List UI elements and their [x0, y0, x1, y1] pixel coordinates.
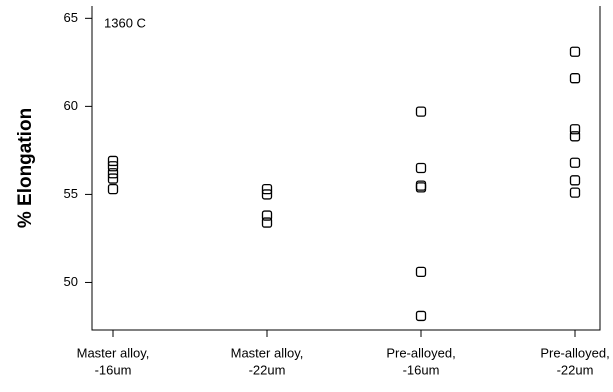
point: [569, 157, 581, 168]
point: [569, 124, 581, 135]
point: [415, 162, 427, 174]
x-tick-label: -16um: [95, 362, 132, 377]
y-tick-label: 55: [64, 186, 78, 201]
annotation: 1360 C: [104, 15, 146, 30]
point: [569, 175, 581, 186]
point: [107, 161, 119, 172]
point: [107, 173, 119, 184]
point: [415, 182, 427, 193]
x-tick-label: Master alloy,: [231, 345, 304, 360]
x-tick-label: Pre-alloyed,: [540, 345, 609, 360]
point: [261, 183, 273, 195]
point: [107, 168, 119, 179]
point: [415, 266, 427, 278]
x-tick-label: -22um: [557, 362, 594, 377]
point: [107, 183, 119, 195]
point: [569, 46, 581, 57]
point: [569, 131, 581, 142]
point: [415, 106, 427, 117]
point: [569, 73, 581, 84]
point: [569, 187, 581, 198]
point: [415, 310, 427, 322]
y-tick-label: 65: [64, 10, 78, 25]
y-axis-label: % Elongation: [15, 108, 36, 228]
point: [107, 155, 119, 167]
point: [261, 210, 273, 221]
x-tick-label: Master alloy,: [77, 345, 150, 360]
x-tick-label: Pre-alloyed,: [386, 345, 455, 360]
point: [261, 189, 273, 200]
x-tick-label: -22um: [249, 362, 286, 377]
point: [261, 217, 273, 228]
y-tick-label: 60: [64, 98, 78, 113]
x-tick-label: -16um: [403, 362, 440, 377]
plot-frame: [91, 6, 601, 331]
y-tick-label: 50: [64, 274, 78, 289]
